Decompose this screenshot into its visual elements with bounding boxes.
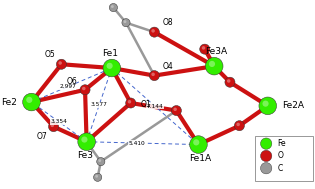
Text: O1: O1 <box>140 100 151 109</box>
Circle shape <box>261 138 272 149</box>
Circle shape <box>78 133 95 151</box>
Circle shape <box>205 57 223 75</box>
Text: Fe1A: Fe1A <box>189 154 211 163</box>
Circle shape <box>49 122 59 132</box>
Circle shape <box>234 121 244 131</box>
Circle shape <box>111 5 114 8</box>
Circle shape <box>82 87 86 90</box>
Text: Fe2A: Fe2A <box>282 101 304 110</box>
Circle shape <box>50 124 54 127</box>
Circle shape <box>202 46 205 50</box>
Circle shape <box>97 157 105 166</box>
Circle shape <box>94 173 102 181</box>
Text: Fe3: Fe3 <box>77 151 93 160</box>
Text: Fe1: Fe1 <box>102 49 118 58</box>
Circle shape <box>123 20 126 23</box>
Circle shape <box>259 97 277 115</box>
Text: O4: O4 <box>162 62 173 71</box>
Circle shape <box>173 108 177 111</box>
Text: Fe: Fe <box>277 139 286 148</box>
Text: C: C <box>277 164 283 173</box>
Circle shape <box>103 59 121 77</box>
Circle shape <box>227 79 231 83</box>
Circle shape <box>26 97 32 103</box>
Circle shape <box>98 159 101 162</box>
Text: 3.577: 3.577 <box>91 102 108 107</box>
Text: O8: O8 <box>162 18 173 27</box>
Circle shape <box>262 101 269 107</box>
Circle shape <box>58 61 62 65</box>
Circle shape <box>122 19 130 27</box>
Circle shape <box>56 59 66 69</box>
Text: 7.144: 7.144 <box>147 104 163 109</box>
FancyBboxPatch shape <box>255 136 313 181</box>
Circle shape <box>225 77 235 87</box>
Circle shape <box>261 150 272 162</box>
Text: Fe2: Fe2 <box>2 98 17 107</box>
Circle shape <box>23 93 40 111</box>
Text: Fe3A: Fe3A <box>205 47 227 57</box>
Circle shape <box>200 44 210 54</box>
Circle shape <box>81 136 88 143</box>
Circle shape <box>149 27 159 37</box>
Circle shape <box>151 29 155 33</box>
Circle shape <box>128 100 131 104</box>
Circle shape <box>109 3 117 12</box>
Circle shape <box>236 123 240 126</box>
Circle shape <box>149 70 159 81</box>
Text: O5: O5 <box>44 50 55 59</box>
Text: 3.354: 3.354 <box>51 119 67 124</box>
Text: O6: O6 <box>66 77 77 86</box>
Text: O: O <box>277 151 283 160</box>
Text: O7: O7 <box>37 132 47 141</box>
Circle shape <box>190 136 207 153</box>
Circle shape <box>193 139 199 146</box>
Circle shape <box>106 63 113 69</box>
Text: 2.997: 2.997 <box>59 84 76 89</box>
Circle shape <box>151 73 155 76</box>
Circle shape <box>171 105 181 116</box>
Circle shape <box>126 98 136 108</box>
Text: 5.410: 5.410 <box>129 141 145 146</box>
Circle shape <box>261 163 272 174</box>
Circle shape <box>80 85 90 95</box>
Circle shape <box>95 175 98 178</box>
Circle shape <box>209 61 215 67</box>
